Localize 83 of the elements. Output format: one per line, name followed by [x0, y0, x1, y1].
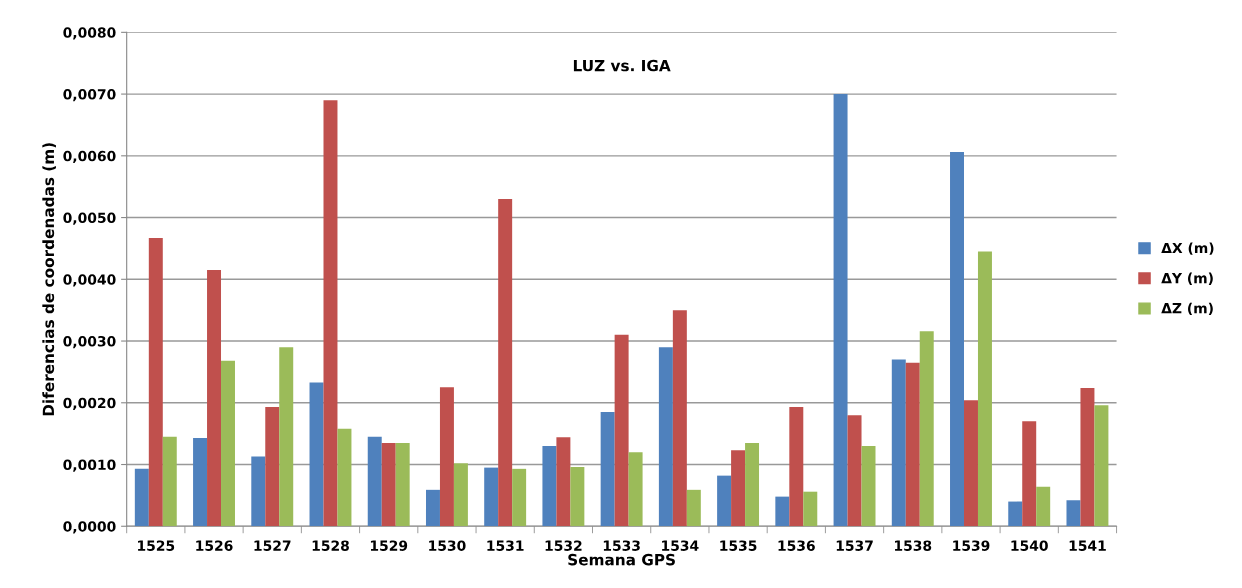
bar [658, 347, 673, 527]
bar [977, 251, 992, 527]
x-tick-label: 1536 [778, 540, 815, 551]
x-tick-label: 1532 [545, 540, 582, 551]
y-tick-label: 0,0010 [63, 459, 116, 472]
bar [950, 152, 964, 527]
legend-label: ΔY (m) [1161, 272, 1213, 285]
bar [367, 436, 382, 527]
y-tick-label: 0,0000 [63, 521, 116, 534]
x-tick-label: 1538 [895, 540, 932, 551]
x-tick-label: 1537 [836, 540, 873, 551]
bar [193, 437, 208, 527]
legend-label: ΔX (m) [1161, 242, 1214, 255]
bar [789, 407, 804, 527]
x-tick-label: 1533 [603, 540, 640, 551]
bar [381, 442, 396, 527]
bar [484, 467, 499, 527]
bar [964, 400, 978, 527]
bar [1022, 421, 1037, 527]
bar [453, 463, 468, 527]
y-tick-label: 0,0020 [63, 397, 116, 411]
bar [134, 468, 149, 527]
y-tick-label: 0,0070 [63, 89, 116, 102]
bar [498, 199, 513, 527]
bar [265, 407, 280, 527]
bar [775, 496, 790, 527]
bar [279, 347, 294, 527]
bar [395, 442, 410, 527]
text: LUZ vs. IGA [573, 59, 671, 72]
y-tick-label: 0,0060 [63, 150, 116, 164]
x-tick-label: 1535 [720, 540, 757, 551]
bar [745, 442, 760, 527]
bar [1094, 405, 1109, 527]
bar [861, 446, 876, 527]
x-tick-label: 1527 [254, 540, 291, 551]
y-tick-label: 0,0050 [63, 212, 116, 225]
bar [221, 360, 235, 527]
bar [512, 468, 527, 527]
bar [207, 270, 222, 527]
legend-label: ΔZ (m) [1161, 302, 1213, 316]
bar [1066, 500, 1081, 527]
bar [251, 456, 266, 527]
x-tick-label: 1526 [196, 540, 233, 551]
bar [919, 331, 934, 527]
bar [905, 362, 920, 527]
x-tick-label: 1534 [662, 540, 699, 551]
x-tick-label: 1528 [312, 540, 349, 551]
bar [847, 415, 862, 527]
y-tick-label: 0,0030 [63, 336, 116, 349]
bar [556, 437, 571, 527]
x-tick-label: 1525 [138, 540, 175, 551]
x-tick-label: 1541 [1069, 540, 1106, 551]
bar [600, 412, 615, 527]
y-tick-label: 0,0040 [63, 274, 116, 287]
y-axis-title: Diferencias de coordenadas (m) [42, 143, 56, 416]
bar [570, 466, 585, 527]
bar [162, 436, 177, 527]
bar [717, 475, 732, 527]
bar [614, 334, 629, 527]
bar [337, 428, 352, 527]
bar [309, 382, 324, 527]
x-tick-label: 1529 [370, 540, 408, 551]
bar [731, 450, 746, 527]
bar [891, 359, 906, 527]
bar [1008, 501, 1023, 527]
bar [1080, 387, 1095, 527]
bar [148, 237, 163, 527]
bar [542, 446, 557, 527]
bar [1036, 486, 1051, 527]
y-tick-label: 0,0080 [63, 27, 116, 40]
x-tick-label: 1530 [429, 540, 466, 551]
bar [425, 489, 440, 527]
x-tick-label: 1531 [487, 540, 524, 551]
bar [439, 387, 454, 527]
bar [686, 489, 701, 527]
bar [672, 310, 687, 527]
bar [803, 491, 818, 527]
bar [323, 100, 338, 527]
bar [628, 452, 643, 527]
x-axis-title: Semana GPS [568, 553, 675, 566]
x-tick-label: 1540 [1011, 540, 1048, 551]
x-tick-label: 1539 [953, 540, 990, 551]
bar [833, 94, 848, 527]
